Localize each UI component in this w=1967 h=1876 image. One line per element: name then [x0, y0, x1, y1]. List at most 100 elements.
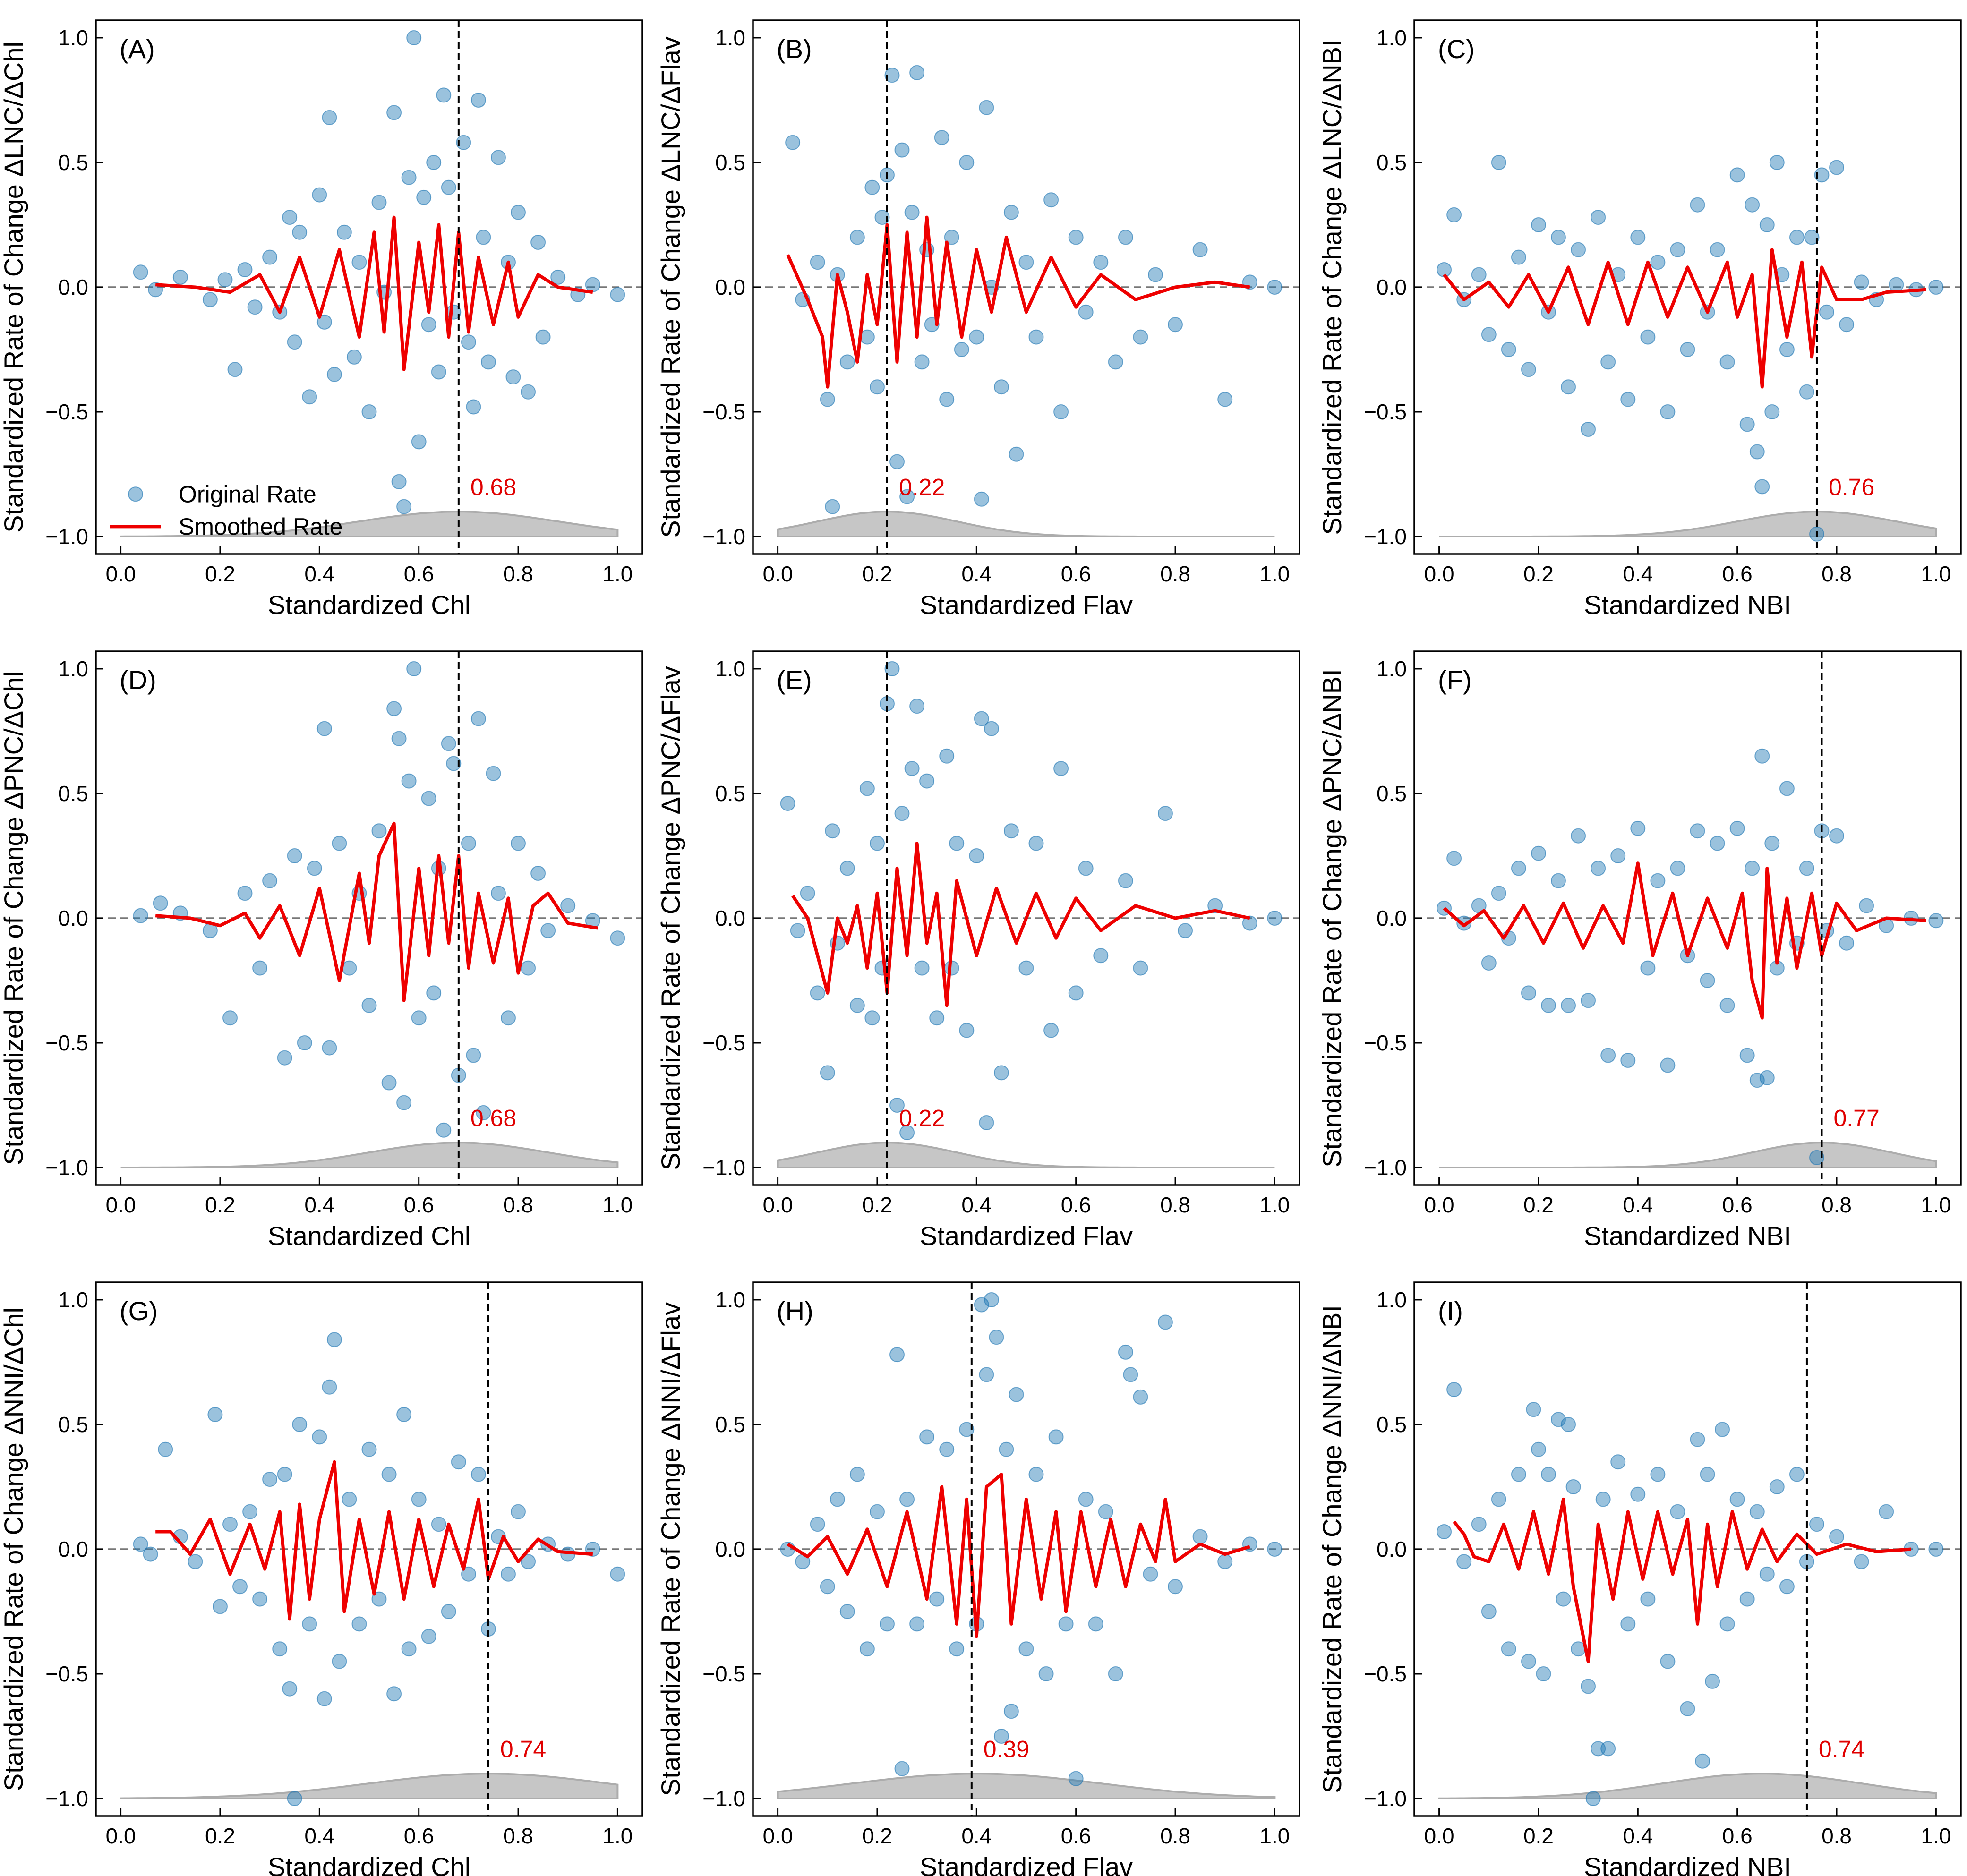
- x-tick-label: 1.0: [602, 562, 633, 586]
- data-point: [1854, 274, 1869, 290]
- data-point: [441, 1604, 456, 1619]
- data-point: [1078, 1492, 1094, 1507]
- smoothed-line: [155, 215, 593, 371]
- data-point: [1143, 1566, 1158, 1582]
- threshold-value-label: 0.22: [899, 1105, 945, 1131]
- data-point: [302, 389, 317, 405]
- data-point: [1650, 1467, 1666, 1482]
- data-point: [1630, 1486, 1646, 1502]
- data-point: [889, 1347, 905, 1363]
- x-tick-label: 0.2: [205, 1193, 235, 1217]
- data-point: [904, 761, 920, 776]
- x-tick-label: 0.2: [1523, 1824, 1554, 1848]
- data-point: [302, 1616, 317, 1632]
- data-point: [172, 269, 188, 285]
- data-point: [610, 930, 625, 946]
- data-point: [1192, 1529, 1208, 1544]
- y-tick-label: 0.0: [715, 1537, 745, 1561]
- data-point: [989, 1330, 1004, 1345]
- data-point: [1829, 828, 1844, 844]
- panel-i: 0.0 0.2 0.4 0.6 0.8 1.0 −1.0 −0.5 0.0 0.5 1.0 Stand…: [1317, 1281, 1962, 1876]
- y-tick-label: 1.0: [1377, 657, 1407, 681]
- x-tick-label: 0.2: [205, 1824, 235, 1848]
- data-point: [1779, 1579, 1795, 1595]
- data-point: [332, 1654, 347, 1669]
- y-tick-label: 0.5: [1377, 150, 1407, 175]
- data-point: [426, 985, 442, 1001]
- data-point: [1571, 828, 1586, 844]
- data-point: [1630, 230, 1646, 245]
- data-point: [411, 434, 427, 450]
- data-point: [1003, 823, 1019, 839]
- y-tick-label: 1.0: [58, 26, 88, 50]
- data-point: [1028, 1467, 1044, 1482]
- data-point: [446, 756, 462, 771]
- data-point: [884, 661, 900, 676]
- data-point: [188, 1554, 203, 1569]
- data-point: [864, 1010, 880, 1026]
- data-point: [207, 1407, 223, 1422]
- data-point: [1695, 1753, 1710, 1769]
- x-tick-label: 0.4: [304, 1193, 334, 1217]
- y-tick-label: 0.5: [58, 150, 88, 175]
- data-point: [1715, 1422, 1730, 1437]
- data-point: [153, 895, 168, 911]
- threshold-value-label: 0.68: [470, 1105, 516, 1131]
- data-point: [1585, 1791, 1601, 1806]
- data-point: [351, 255, 367, 270]
- data-point: [1620, 1053, 1636, 1068]
- y-tick-label: −1.0: [45, 524, 88, 549]
- data-point: [1759, 1070, 1775, 1085]
- data-point: [133, 264, 148, 280]
- data-point: [1804, 230, 1820, 245]
- threshold-value-label: 0.68: [470, 474, 516, 500]
- x-tick-label: 0.4: [961, 562, 992, 586]
- data-point: [406, 30, 422, 45]
- data-point: [237, 262, 253, 277]
- data-point: [242, 1504, 258, 1519]
- data-point: [1739, 1048, 1755, 1063]
- data-point: [1739, 417, 1755, 432]
- x-tick-label: 0.8: [503, 1824, 533, 1848]
- data-point: [909, 65, 925, 80]
- data-point: [820, 1065, 835, 1081]
- y-tick-label: 0.5: [715, 150, 745, 175]
- density-curve: [120, 511, 619, 537]
- smoothed-line: [787, 1473, 1250, 1638]
- data-point: [1491, 155, 1506, 170]
- data-point: [501, 1010, 516, 1026]
- data-point: [401, 1641, 417, 1657]
- data-point: [1043, 1023, 1059, 1038]
- data-point: [1600, 1048, 1616, 1063]
- data-point: [272, 1641, 288, 1657]
- y-tick-label: 0.0: [715, 906, 745, 930]
- data-point: [480, 354, 496, 370]
- data-point: [979, 1367, 994, 1382]
- panel-label: (A): [120, 34, 155, 64]
- data-point: [346, 349, 362, 365]
- data-point: [974, 711, 989, 726]
- data-point: [1719, 1616, 1735, 1632]
- data-point: [1591, 210, 1606, 225]
- data-point: [1769, 1479, 1785, 1494]
- data-point: [416, 189, 432, 205]
- data-point: [1928, 1542, 1944, 1557]
- y-tick-label: −0.5: [1364, 400, 1407, 424]
- data-point: [979, 1115, 994, 1130]
- data-point: [1710, 836, 1725, 851]
- y-tick-label: 0.0: [58, 906, 88, 930]
- data-point: [277, 1467, 292, 1482]
- y-tick-label: −1.0: [1364, 1155, 1407, 1180]
- data-point: [540, 923, 556, 938]
- data-point: [884, 68, 900, 83]
- data-point: [1719, 998, 1735, 1013]
- y-tick-label: 1.0: [58, 1288, 88, 1312]
- y-axis-title: Standardized Rate of Change ΔNNI/ΔNBI: [1317, 1305, 1347, 1793]
- plot-area: [96, 1332, 642, 1806]
- plot-area: [753, 661, 1300, 1168]
- panel-e: 0.0 0.2 0.4 0.6 0.8 1.0 −1.0 −0.5 0.0 0.5 1.0 Stand…: [656, 650, 1300, 1251]
- data-point: [1446, 1382, 1462, 1398]
- x-tick-label: 0.0: [1424, 562, 1454, 586]
- panel-b: 0.0 0.2 0.4 0.6 0.8 1.0 −1.0 −0.5 0.0 0.5 1.0 Stand…: [656, 19, 1300, 620]
- data-point: [371, 823, 387, 839]
